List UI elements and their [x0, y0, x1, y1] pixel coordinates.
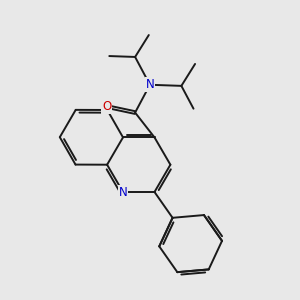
Text: N: N — [118, 185, 127, 199]
Text: O: O — [102, 100, 111, 113]
Text: N: N — [146, 78, 154, 91]
